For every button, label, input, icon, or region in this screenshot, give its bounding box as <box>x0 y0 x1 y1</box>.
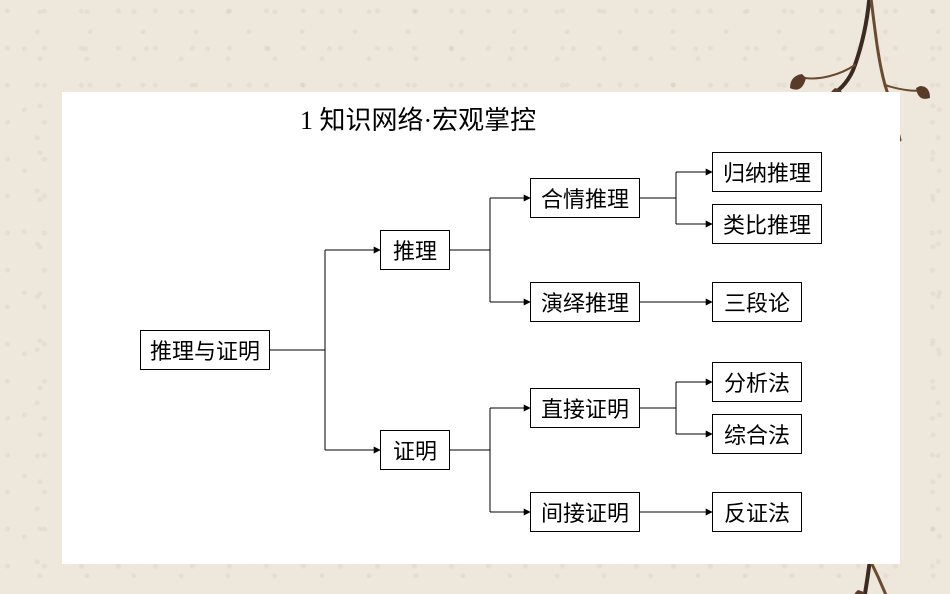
tree-node-jianjie: 间接证明 <box>530 492 640 532</box>
tree-node-sanduan: 三段论 <box>712 282 802 322</box>
tree-node-guina: 归纳推理 <box>712 152 822 192</box>
tree-node-zhijie: 直接证明 <box>530 388 640 428</box>
tree-node-tuili: 推理 <box>380 230 450 270</box>
canvas: 1 知识网络·宏观掌控 推理与证明 推理证明 合情推理演绎推理直接证明间接证明 归纳推… <box>0 0 950 594</box>
tree-node-zonghe: 综合法 <box>712 414 802 454</box>
tree-node-fanzheng: 反证法 <box>712 492 802 532</box>
tree-node-root: 推理与证明 <box>140 330 270 370</box>
tree-node-heqing: 合情推理 <box>530 178 640 218</box>
tree-node-leibi: 类比推理 <box>712 204 822 244</box>
tree-node-yanyi: 演绎推理 <box>530 282 640 322</box>
slide-title: 1 知识网络·宏观掌控 <box>300 100 536 137</box>
tree-node-zheng: 证明 <box>380 430 450 470</box>
tree-node-fenxi: 分析法 <box>712 362 802 402</box>
